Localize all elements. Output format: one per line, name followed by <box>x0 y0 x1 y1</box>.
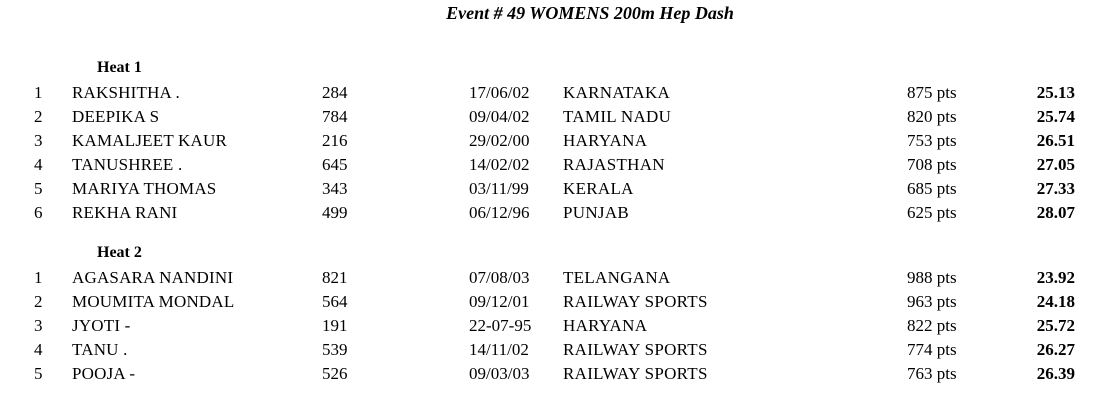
place-cell: 3 <box>34 316 43 335</box>
athlete-name: POOJA - <box>72 364 136 383</box>
result-row: 1 AGASARA NANDINI 821 07/08/03 TELANGANA 988 … <box>0 266 1094 290</box>
place-cell: 1 <box>34 83 43 102</box>
place-cell: 5 <box>34 179 43 198</box>
bib-number: 499 <box>322 203 348 222</box>
team-name: TELANGANA <box>563 268 671 287</box>
points-value: 820 pts <box>907 107 957 126</box>
event-title: Event # 49 WOMENS 200m Hep Dash <box>446 3 734 23</box>
team-name: PUNJAB <box>563 203 630 222</box>
points-value: 708 pts <box>907 155 957 174</box>
team-name: RAILWAY SPORTS <box>563 292 708 311</box>
points-value: 763 pts <box>907 364 957 383</box>
result-time: 27.05 <box>1036 155 1075 174</box>
birth-date: 09/03/03 <box>469 364 530 383</box>
team-name: RAJASTHAN <box>563 155 665 174</box>
result-time: 25.72 <box>1036 316 1075 335</box>
birth-date: 06/12/96 <box>469 203 530 222</box>
points-value: 625 pts <box>907 203 957 222</box>
athlete-name: MOUMITA MONDAL <box>72 292 235 311</box>
result-time: 28.07 <box>1036 203 1075 222</box>
team-name: RAILWAY SPORTS <box>563 364 708 383</box>
result-time: 23.92 <box>1036 268 1075 287</box>
place-cell: 4 <box>34 340 43 359</box>
bib-number: 216 <box>322 131 348 150</box>
birth-date: 09/12/01 <box>469 292 530 311</box>
birth-date: 03/11/99 <box>469 179 529 198</box>
birth-date: 17/06/02 <box>469 83 530 102</box>
heat-1-title: Heat 1 <box>97 59 142 76</box>
team-name: HARYANA <box>563 316 648 335</box>
result-time: 26.39 <box>1036 364 1075 383</box>
athlete-name: TANU . <box>72 340 128 359</box>
bib-number: 564 <box>322 292 348 311</box>
bib-number: 284 <box>322 83 348 102</box>
athlete-name: RAKSHITHA . <box>72 83 180 102</box>
place-cell: 1 <box>34 268 43 287</box>
heat-2-title: Heat 2 <box>97 244 142 261</box>
bib-number: 539 <box>322 340 348 359</box>
place-cell: 5 <box>34 364 43 383</box>
athlete-name: REKHA RANI <box>72 203 178 222</box>
points-value: 988 pts <box>907 268 957 287</box>
result-row: 2 MOUMITA MONDAL 564 09/12/01 RAILWAY SPORTS… <box>0 290 1094 314</box>
result-row: 3 KAMALJEET KAUR 216 29/02/00 HARYANA 753 pts… <box>0 129 1094 153</box>
team-name: TAMIL NADU <box>563 107 672 126</box>
result-row: 4 TANUSHREE . 645 14/02/02 RAJASTHAN 708 pts 2… <box>0 153 1094 177</box>
athlete-name: AGASARA NANDINI <box>72 268 234 287</box>
result-row: 5 MARIYA THOMAS 343 03/11/99 KERALA 685 pts 27… <box>0 177 1094 201</box>
points-value: 875 pts <box>907 83 957 102</box>
birth-date: 14/02/02 <box>469 155 530 174</box>
birth-date: 09/04/02 <box>469 107 530 126</box>
result-time: 26.27 <box>1036 340 1075 359</box>
result-row: 1 RAKSHITHA . 284 17/06/02 KARNATAKA 875 pts 2… <box>0 81 1094 105</box>
result-row: 3 JYOTI - 191 22-07-95 HARYANA 822 pts 25.72 <box>0 314 1094 338</box>
result-time: 25.74 <box>1036 107 1075 126</box>
place-cell: 2 <box>34 107 43 126</box>
points-value: 685 pts <box>907 179 957 198</box>
bib-number: 784 <box>322 107 348 126</box>
birth-date: 22-07-95 <box>469 316 532 335</box>
bib-number: 526 <box>322 364 348 383</box>
team-name: RAILWAY SPORTS <box>563 340 708 359</box>
points-value: 822 pts <box>907 316 957 335</box>
points-value: 753 pts <box>907 131 957 150</box>
athlete-name: JYOTI - <box>72 316 131 335</box>
athlete-name: DEEPIKA S <box>72 107 160 126</box>
bib-number: 191 <box>322 316 348 335</box>
result-time: 25.13 <box>1036 83 1075 102</box>
birth-date: 29/02/00 <box>469 131 530 150</box>
place-cell: 3 <box>34 131 43 150</box>
bib-number: 645 <box>322 155 348 174</box>
result-time: 24.18 <box>1036 292 1075 311</box>
place-cell: 2 <box>34 292 43 311</box>
place-cell: 6 <box>34 203 43 222</box>
result-time: 26.51 <box>1036 131 1075 150</box>
points-value: 963 pts <box>907 292 957 311</box>
birth-date: 14/11/02 <box>469 340 529 359</box>
team-name: HARYANA <box>563 131 648 150</box>
result-row: 6 REKHA RANI 499 06/12/96 PUNJAB 625 pts 28.07 <box>0 201 1094 225</box>
result-time: 27.33 <box>1036 179 1075 198</box>
birth-date: 07/08/03 <box>469 268 530 287</box>
result-row: 5 POOJA - 526 09/03/03 RAILWAY SPORTS 763 pts… <box>0 362 1094 386</box>
result-row: 2 DEEPIKA S 784 09/04/02 TAMIL NADU 820 pts 25… <box>0 105 1094 129</box>
team-name: KERALA <box>563 179 634 198</box>
athlete-name: MARIYA THOMAS <box>72 179 217 198</box>
athlete-name: TANUSHREE . <box>72 155 183 174</box>
team-name: KARNATAKA <box>563 83 671 102</box>
points-value: 774 pts <box>907 340 957 359</box>
place-cell: 4 <box>34 155 43 174</box>
athlete-name: KAMALJEET KAUR <box>72 131 228 150</box>
bib-number: 821 <box>322 268 348 287</box>
bib-number: 343 <box>322 179 348 198</box>
result-row: 4 TANU . 539 14/11/02 RAILWAY SPORTS 774 pts 2… <box>0 338 1094 362</box>
